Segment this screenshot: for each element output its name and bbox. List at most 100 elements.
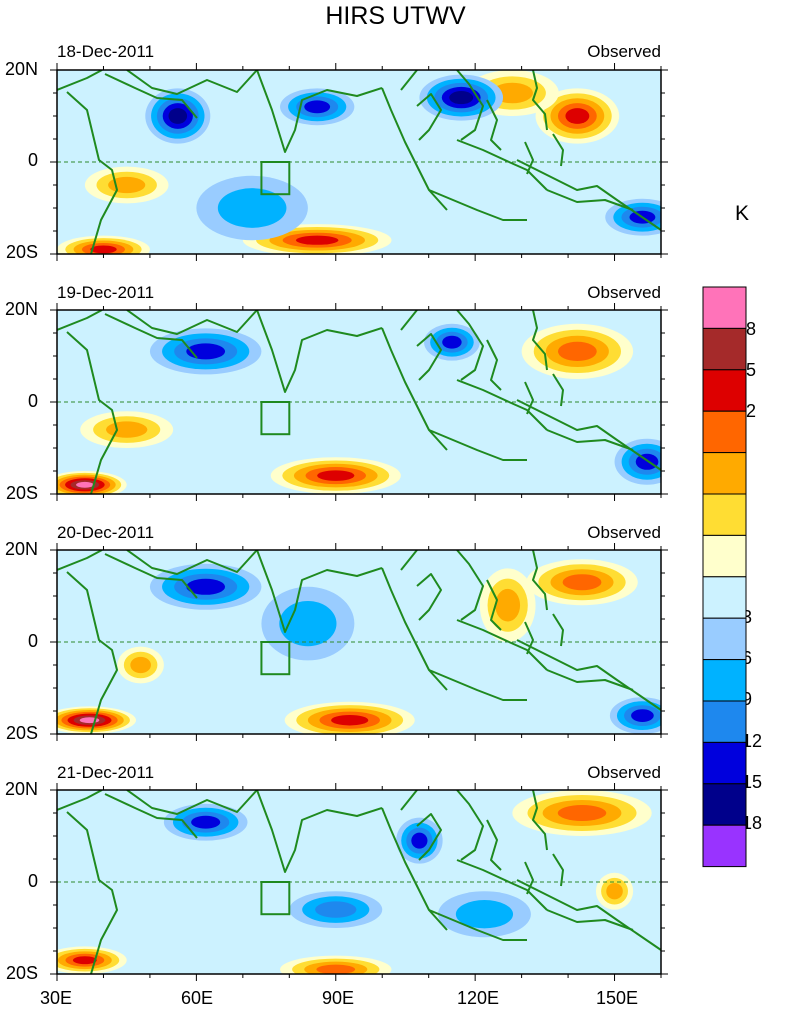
coastline-segment <box>524 141 534 175</box>
coastline-segment <box>416 93 442 141</box>
coastline-segment <box>486 579 502 631</box>
coastline-segment <box>456 70 484 141</box>
colorbar-swatch <box>702 369 747 412</box>
reference-box <box>260 161 291 196</box>
y-tick-label-0: 0 <box>27 391 38 411</box>
coastline-segment <box>552 133 564 167</box>
coastlines <box>57 550 661 734</box>
y-tick-label-20n: 20N <box>4 299 38 319</box>
colorbar-swatch <box>702 700 747 743</box>
coastline-segment <box>57 790 103 811</box>
coastline-segment <box>532 790 548 851</box>
x-tick-label-120e: 120E <box>456 988 500 1008</box>
coastline-segment <box>66 331 118 494</box>
y-tick-label-0: 0 <box>27 631 38 651</box>
coastlines <box>57 70 661 254</box>
y-tick-label-20n: 20N <box>4 59 38 79</box>
coastline-segment <box>126 790 258 815</box>
colorbar-swatch <box>702 452 747 495</box>
coastline-segment <box>524 381 534 415</box>
coastline-segment <box>66 811 118 974</box>
anomaly-contour-6-level-3 <box>315 901 357 918</box>
anomaly-contour-3-level-5 <box>72 956 97 965</box>
x-tick-label-90e: 90E <box>321 988 355 1008</box>
coastline-segment <box>104 553 198 599</box>
colorbar-swatch <box>702 783 747 826</box>
anomaly-contour-4-level-7 <box>76 481 94 488</box>
coastline-segment <box>546 909 634 931</box>
anomaly-contour-2-level-4 <box>562 574 602 591</box>
coastline-segment <box>66 91 118 254</box>
coastline-segment <box>516 159 661 231</box>
colorbar-swatch <box>702 659 747 702</box>
colorbar-swatch <box>702 824 747 868</box>
y-tick-label-0: 0 <box>27 871 38 891</box>
map-panel-4 <box>50 783 668 981</box>
coastline-segment <box>546 669 634 691</box>
coastline-segment <box>256 790 383 873</box>
coastline-segment <box>381 87 448 211</box>
coastline-segment <box>532 70 548 131</box>
panel-1-source: Observed <box>587 42 661 61</box>
panel-2-date: 19-Dec-2011 <box>57 283 155 302</box>
colorbar-swatch <box>702 741 747 785</box>
coastline-segment <box>516 639 661 711</box>
colorbar-unit-label: K <box>735 202 750 225</box>
anomaly-contour-2-level-4 <box>557 805 607 821</box>
coastline-segment <box>400 310 418 331</box>
coastline-segment <box>381 327 448 451</box>
anomaly-contour-4-level-3 <box>130 656 151 674</box>
coastline-segment <box>532 550 548 611</box>
coastline-segment <box>552 853 564 887</box>
y-tick-label-20s: 20S <box>5 483 38 503</box>
anomaly-field <box>57 790 661 974</box>
coastline-segment <box>400 70 418 91</box>
coastline-segment <box>428 909 527 941</box>
coastlines <box>57 790 661 974</box>
y-tick-label-20n: 20N <box>4 539 38 559</box>
anomaly-contour-6-level-5 <box>168 108 188 124</box>
anomaly-contour-3-level-3 <box>495 588 521 622</box>
coastline-segment <box>428 429 527 461</box>
coastline-segment <box>66 571 118 734</box>
panel-3-source: Observed <box>587 523 661 542</box>
anomaly-contour-6-level-4 <box>186 578 226 595</box>
map-panel-2 <box>50 303 668 501</box>
coastlines <box>57 310 661 494</box>
coastline-segment <box>552 613 564 647</box>
y-tick-label-20s: 20S <box>5 963 38 983</box>
anomaly-field <box>57 70 661 254</box>
reference-box <box>260 401 291 436</box>
coastline-segment <box>126 70 258 95</box>
coastline-segment <box>428 189 527 221</box>
panel-4-source: Observed <box>587 763 661 782</box>
y-tick-label-20s: 20S <box>5 723 38 743</box>
coastline-segment <box>400 550 418 571</box>
coastline-segment <box>57 70 103 91</box>
coastline-segment <box>486 819 502 871</box>
coastline-segment <box>456 310 484 381</box>
anomaly-contour-2-level-5 <box>565 108 590 124</box>
coastline-segment <box>546 189 634 211</box>
coastline-segment <box>456 550 484 621</box>
figure-title: HIRS UTWV <box>325 2 466 30</box>
panel-3-date: 20-Dec-2011 <box>57 523 155 542</box>
coastline-segment <box>486 339 502 391</box>
coastline-segment <box>381 807 448 931</box>
colorbar-swatch <box>702 576 747 619</box>
coastline-segment <box>516 399 661 471</box>
coastline-segment <box>104 793 198 839</box>
coastline-segment <box>57 310 103 331</box>
coastline-segment <box>57 550 103 571</box>
coastline-segment <box>486 99 502 151</box>
colorbar-swatch <box>702 534 747 578</box>
panel-1-date: 18-Dec-2011 <box>57 42 155 61</box>
anomaly-contour-4-level-4 <box>191 815 221 829</box>
coastline-segment <box>516 879 661 951</box>
anomaly-field <box>57 310 661 494</box>
coastline-segment <box>256 310 383 393</box>
coastline-segment <box>546 429 634 451</box>
anomaly-contour-7-level-2 <box>455 900 514 929</box>
anomaly-field <box>57 550 661 734</box>
